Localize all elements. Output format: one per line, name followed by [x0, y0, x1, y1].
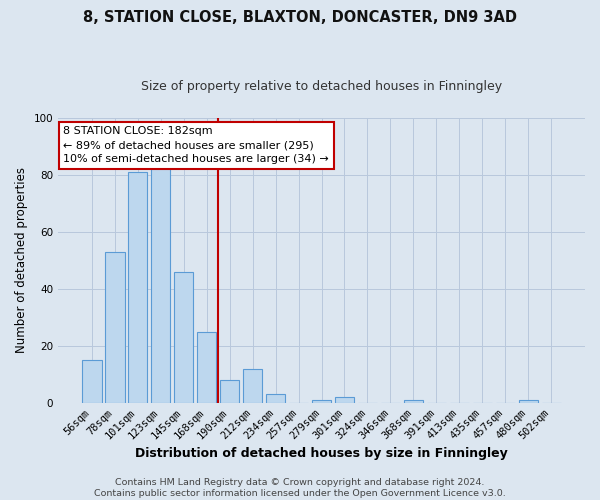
Bar — [243, 369, 262, 403]
Bar — [312, 400, 331, 403]
Text: 8 STATION CLOSE: 182sqm
← 89% of detached houses are smaller (295)
10% of semi-d: 8 STATION CLOSE: 182sqm ← 89% of detache… — [64, 126, 329, 164]
Title: Size of property relative to detached houses in Finningley: Size of property relative to detached ho… — [141, 80, 502, 93]
Bar — [335, 398, 354, 403]
Bar — [266, 394, 286, 403]
Bar — [197, 332, 217, 403]
Text: Contains HM Land Registry data © Crown copyright and database right 2024.
Contai: Contains HM Land Registry data © Crown c… — [94, 478, 506, 498]
Bar — [174, 272, 193, 403]
X-axis label: Distribution of detached houses by size in Finningley: Distribution of detached houses by size … — [135, 447, 508, 460]
Bar — [404, 400, 423, 403]
Bar — [105, 252, 125, 403]
Bar — [518, 400, 538, 403]
Y-axis label: Number of detached properties: Number of detached properties — [15, 168, 28, 354]
Bar — [220, 380, 239, 403]
Bar — [151, 164, 170, 403]
Bar — [82, 360, 101, 403]
Bar — [128, 172, 148, 403]
Text: 8, STATION CLOSE, BLAXTON, DONCASTER, DN9 3AD: 8, STATION CLOSE, BLAXTON, DONCASTER, DN… — [83, 10, 517, 25]
